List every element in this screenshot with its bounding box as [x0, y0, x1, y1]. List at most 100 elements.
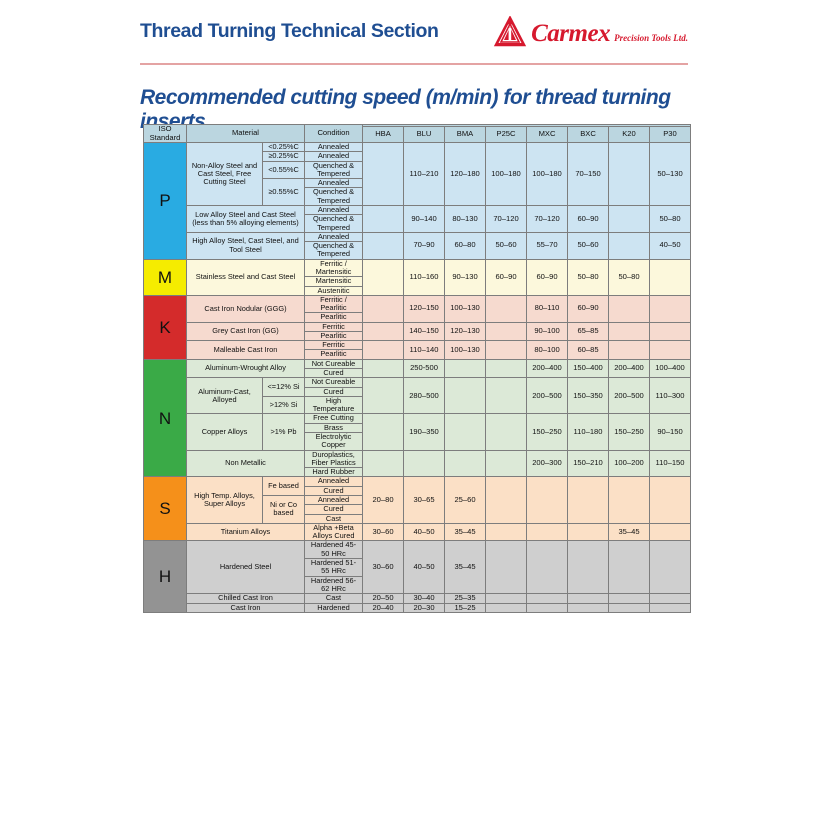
- material-name: Low Alloy Steel and Cast Steel (less tha…: [186, 204, 305, 233]
- carmex-tagline: Precision Tools Ltd.: [614, 33, 688, 43]
- condition-cell: Ferritic / Pearlitic: [304, 294, 363, 314]
- condition-cell: Quenched & Tempered: [304, 214, 363, 233]
- value-p30: 50–80: [649, 204, 691, 233]
- iso-group-n: N: [143, 358, 187, 478]
- value-bma: 35–45: [444, 540, 486, 595]
- value-p25c: 50–60: [485, 231, 527, 260]
- condition-cell: Cured: [304, 386, 363, 397]
- value-hba: [362, 204, 404, 233]
- value-hba: [362, 377, 404, 415]
- table-row: M Stainless Steel and Cast Steel Ferritic …: [143, 258, 691, 296]
- condition-cell: Annealed: [304, 151, 363, 162]
- value-mxc: [526, 593, 568, 604]
- header-grade-mxc: MXC: [526, 125, 568, 144]
- condition-cell: Quenched & Tempered: [304, 160, 363, 180]
- value-mxc: 200–300: [526, 449, 568, 478]
- table-row: Cured: [144, 485, 691, 496]
- value-hba: [362, 142, 404, 206]
- value-bxc: 150–210: [567, 449, 609, 478]
- value-p30: [649, 540, 691, 595]
- value-mxc: 200–500: [526, 377, 568, 415]
- table-row: S High Temp. Alloys, Super Alloys Fe based…: [143, 476, 691, 542]
- header-iso-line2: Standard: [149, 132, 181, 142]
- table-row: Electrolytic Copper: [144, 432, 691, 451]
- value-p25c: [485, 476, 527, 524]
- value-blu: [403, 449, 445, 478]
- value-k20: [608, 602, 650, 614]
- value-blu: 110–140: [403, 340, 445, 360]
- condition-cell: Cured: [304, 485, 363, 496]
- value-p30: 100–400: [649, 358, 691, 379]
- value-bma: [444, 413, 486, 451]
- value-blu: 70–90: [403, 231, 445, 260]
- table-row: H Hardened Steel Hardened 45-50 HRc 30–60 40…: [143, 540, 691, 614]
- material-qualifier: >1% Pb: [262, 413, 305, 451]
- header-grade-blu: BLU: [403, 125, 445, 144]
- condition-cell: Cast: [304, 513, 363, 524]
- value-bma: 60–80: [444, 231, 486, 260]
- condition-cell: Duroplastics, Fiber Plastics: [304, 449, 363, 469]
- value-k20: [608, 321, 650, 342]
- value-mxc: 90–100: [526, 321, 568, 342]
- condition-cell: Annealed: [304, 476, 363, 487]
- material-name: Stainless Steel and Cast Steel: [186, 258, 305, 296]
- value-hba: [362, 294, 404, 323]
- condition-cell: Cast: [304, 593, 363, 604]
- table-row: Titanium Alloys Alpha +Beta Alloys Cured 3…: [144, 522, 691, 542]
- value-mxc: [526, 476, 568, 524]
- value-p30: [649, 602, 691, 614]
- value-k20: [608, 340, 650, 360]
- condition-cell: Pearlitic: [304, 349, 363, 360]
- condition-cell: Ferritic: [304, 321, 363, 332]
- condition-cell: Ferritic / Martensitic: [304, 258, 363, 278]
- value-hba: [362, 258, 404, 296]
- condition-cell: Annealed: [304, 141, 363, 153]
- material-name: Copper Alloys: [186, 413, 263, 451]
- table-row: High Alloy Steel, Cast Steel, and Tool S…: [144, 231, 691, 260]
- table-row: Hardened 56-62 HRc: [144, 575, 691, 595]
- value-hba: [362, 340, 404, 360]
- value-k20: [608, 204, 650, 233]
- header-title: Thread Turning Technical Section: [140, 20, 439, 42]
- value-blu: 280–500: [403, 377, 445, 415]
- value-p25c: [485, 540, 527, 595]
- header-grades-band: [362, 124, 691, 127]
- condition-cell: Annealed: [304, 178, 363, 189]
- material-qualifier: <0.25%C: [262, 141, 305, 153]
- value-k20: 100–200: [608, 449, 650, 478]
- value-blu: 140–150: [403, 321, 445, 342]
- condition-cell: Annealed: [304, 494, 363, 506]
- condition-cell: Not Cureable: [304, 377, 363, 388]
- value-bma: [444, 377, 486, 415]
- condition-cell: Pearlitic: [304, 312, 363, 323]
- value-mxc: 80–110: [526, 294, 568, 323]
- table-row: Brass: [144, 422, 691, 434]
- condition-cell: Hardened 56-62 HRc: [304, 575, 363, 595]
- value-bxc: [567, 593, 609, 604]
- value-bma: 120–180: [444, 142, 486, 206]
- value-bxc: 60–85: [567, 340, 609, 360]
- value-blu: 20–30: [403, 602, 445, 614]
- value-bxc: 50–60: [567, 231, 609, 260]
- value-mxc: [526, 540, 568, 595]
- table-row: Non Metallic Duroplastics, Fiber Plastics…: [144, 449, 691, 478]
- value-p25c: [485, 340, 527, 360]
- value-k20: [608, 593, 650, 604]
- value-p25c: [485, 358, 527, 379]
- cutting-speed-table-wrap: ISO Standard Material Condition HBA BLU BMA P25…: [143, 124, 691, 614]
- table-row: Cast Iron Hardened 20–40 20–30 15–25: [144, 602, 691, 614]
- material-name: Non Metallic: [186, 449, 305, 478]
- condition-cell: Hardened: [304, 602, 363, 614]
- value-bxc: [567, 602, 609, 614]
- page-header: Thread Turning Technical Section Carmex …: [140, 15, 688, 60]
- value-blu: 40–50: [403, 540, 445, 595]
- value-mxc: [526, 602, 568, 614]
- value-hba: 20–80: [362, 476, 404, 524]
- iso-group-s: S: [143, 476, 187, 542]
- value-blu: 120–150: [403, 294, 445, 323]
- material-qualifier: Fe based: [262, 476, 305, 496]
- value-p30: [649, 258, 691, 296]
- table-row: Pearlitic: [144, 349, 691, 360]
- iso-group-m: M: [143, 258, 187, 296]
- table-row: Cured: [144, 368, 691, 379]
